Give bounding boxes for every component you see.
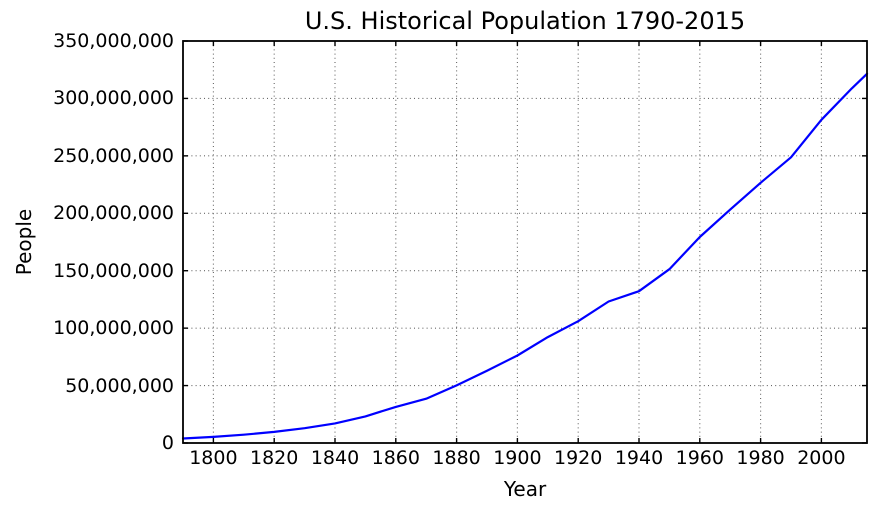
- chart-title: U.S. Historical Population 1790-2015: [304, 7, 746, 35]
- x-tick-label: 1840: [310, 447, 360, 469]
- x-tick-label: 1880: [432, 447, 481, 469]
- x-tick-label: 2000: [797, 447, 846, 469]
- x-tick-label: 1940: [614, 447, 664, 469]
- x-tick-label: 1900: [493, 447, 542, 469]
- population-line: [181, 72, 869, 440]
- x-tick-label: 1820: [250, 447, 299, 469]
- x-axis-label: Year: [503, 477, 547, 501]
- y-tick-label: 200,000,000: [53, 202, 174, 225]
- y-tick-label: 350,000,000: [53, 30, 174, 52]
- x-tick-label: 1800: [189, 447, 238, 469]
- y-tick-label: 0: [161, 432, 174, 454]
- y-tick-label: 150,000,000: [53, 259, 174, 282]
- y-tick-label: 250,000,000: [53, 144, 174, 167]
- plot-border: [182, 40, 868, 444]
- y-tick-label: 100,000,000: [53, 317, 174, 340]
- y-tick-label: 300,000,000: [53, 87, 174, 110]
- x-tick-label: 1920: [554, 447, 603, 469]
- y-tick-label: 50,000,000: [65, 374, 174, 397]
- x-tick-label: 1960: [675, 447, 724, 469]
- x-tick-label: 1860: [371, 447, 420, 469]
- x-tick-label: 1980: [736, 447, 785, 469]
